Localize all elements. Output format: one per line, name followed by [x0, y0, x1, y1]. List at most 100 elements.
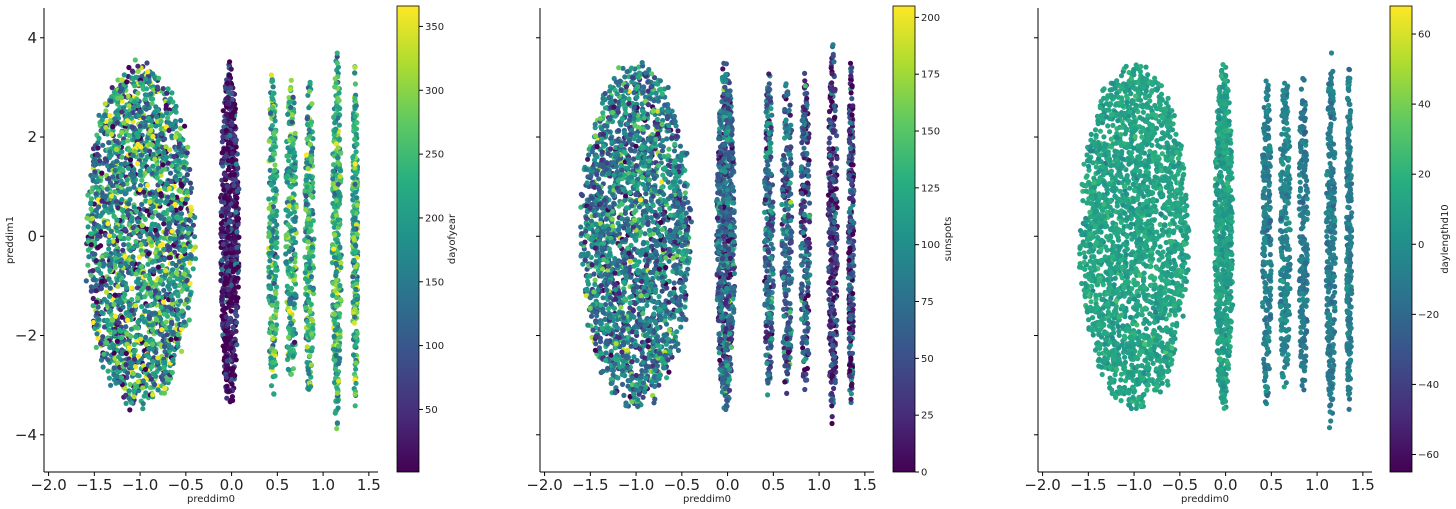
scatter-point [166, 127, 172, 133]
scatter-point [143, 341, 149, 347]
scatter-point [154, 198, 160, 204]
scatter-point [161, 209, 167, 216]
scatter-point [107, 149, 113, 155]
scatter-point [331, 333, 337, 339]
scatter-point [103, 251, 109, 257]
scatter-point [177, 298, 184, 304]
scatter-point [161, 235, 167, 241]
scatter-point [273, 291, 279, 297]
scatter-point [99, 170, 105, 176]
scatter-point [307, 79, 313, 85]
scatter-point [272, 331, 278, 337]
scatter-point [117, 233, 123, 240]
scatter-point [332, 366, 338, 372]
y-axis-label: preddim1 [5, 216, 16, 264]
scatter-point [120, 304, 126, 310]
scatter-point [332, 120, 338, 126]
scatter-point [176, 166, 182, 172]
scatter-point [127, 157, 134, 163]
scatter-point [147, 290, 154, 296]
scatter-point [170, 357, 176, 363]
colorbar-label: dayofyear [447, 213, 458, 264]
scatter-point [125, 138, 131, 144]
scatter-point [112, 167, 118, 173]
x-tick-label: −1.5 [76, 476, 112, 494]
scatter-point [110, 342, 117, 348]
scatter-point [229, 367, 235, 374]
scatter-point [108, 307, 114, 313]
scatter-point [229, 353, 235, 359]
scatter-point [125, 242, 131, 248]
scatter-point [96, 223, 102, 230]
scatter-point [266, 274, 272, 280]
scatter-point [219, 213, 225, 219]
scatter-point [119, 149, 125, 155]
scatter-point [91, 156, 97, 162]
scatter-point [90, 268, 96, 274]
scatter-point [184, 189, 190, 195]
scatter-point [337, 254, 343, 261]
scatter-point [223, 366, 229, 373]
scatter-point [228, 282, 234, 288]
scatter-point [223, 127, 229, 133]
scatter-point [666, 146, 672, 152]
scatter-point [172, 201, 178, 208]
scatter-point [135, 295, 141, 301]
scatter-point [158, 172, 164, 178]
scatter-point [126, 103, 132, 109]
scatter-point [179, 234, 185, 240]
scatter-point [226, 300, 232, 306]
scatter-point [222, 328, 228, 334]
scatter-point [223, 314, 229, 320]
scatter-point [231, 288, 237, 294]
scatter-point [288, 245, 294, 251]
scatter-point [269, 302, 275, 308]
scatter-point [352, 306, 358, 313]
scatter-point [269, 157, 275, 163]
scatter-point [352, 70, 358, 76]
scatter-point [139, 177, 145, 183]
scatter-point [98, 341, 104, 347]
scatter-point [169, 228, 175, 234]
scatter-point [124, 79, 130, 85]
scatter-point [304, 184, 310, 190]
scatter-point [268, 72, 274, 78]
scatter-point [102, 203, 108, 209]
scatter-point [106, 276, 112, 282]
scatter-point [157, 365, 163, 371]
scatter-point [274, 300, 280, 306]
scatter-point [144, 86, 150, 92]
scatter-point [135, 63, 141, 69]
scatter-point [84, 215, 90, 221]
scatter-point [224, 383, 230, 389]
scatter-point [336, 122, 342, 128]
scatter-point [274, 284, 280, 290]
scatter-point [335, 181, 341, 187]
scatter-point [107, 267, 113, 273]
x-tick-label: −1.0 [122, 476, 158, 494]
scatter-point [290, 94, 296, 100]
scatter-point [88, 272, 94, 278]
scatter-point [335, 145, 341, 151]
scatter-point [266, 138, 272, 144]
scatter-point [154, 85, 160, 91]
scatter-point [163, 319, 169, 325]
scatter-point [288, 104, 294, 110]
scatter-point [286, 334, 292, 340]
scatter-point [162, 385, 168, 391]
scatter-point [102, 193, 109, 200]
scatter-point [144, 154, 150, 160]
scatter-point [266, 196, 272, 202]
scatter-point [135, 378, 141, 385]
scatter-point [86, 254, 92, 260]
scatter-point [95, 232, 101, 239]
scatter-point [113, 146, 120, 153]
scatter-point [331, 311, 338, 317]
scatter-point [158, 277, 164, 283]
scatter-point [163, 268, 169, 274]
scatter-point [123, 392, 129, 398]
scatter-point [172, 284, 178, 290]
scatter-point [131, 342, 137, 348]
scatter-point [309, 316, 315, 322]
scatter-point [218, 271, 224, 277]
